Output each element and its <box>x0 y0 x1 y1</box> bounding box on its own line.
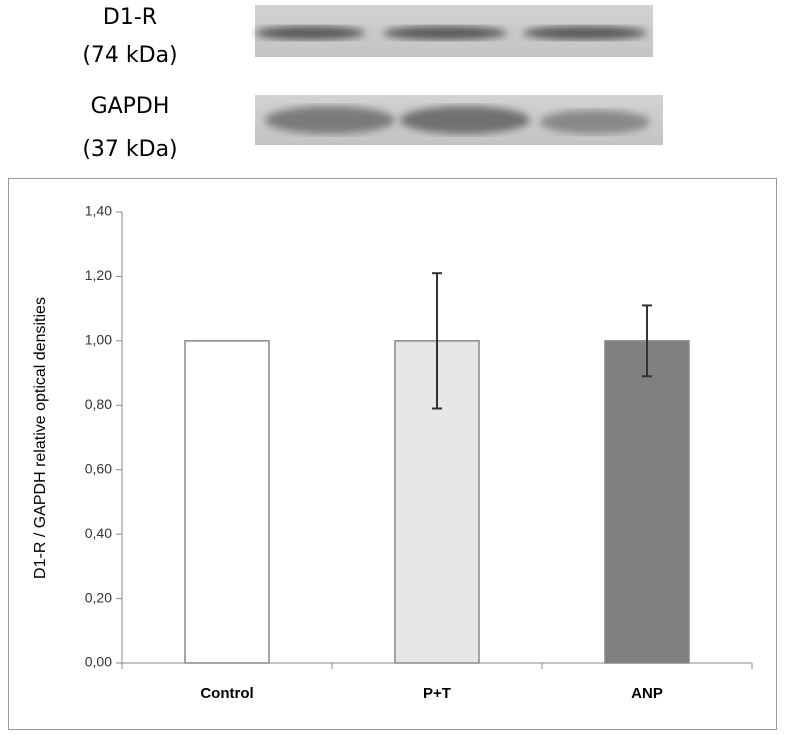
y-tick-label: 1,00 <box>85 332 112 348</box>
y-tick-label: 0,40 <box>85 525 112 541</box>
x-tick-label: ANP <box>631 685 663 702</box>
bar <box>184 340 270 664</box>
y-tick-label: 0,20 <box>85 589 112 605</box>
error-bar <box>432 272 442 410</box>
y-axis-label: D1-R / GAPDH relative optical densities <box>32 297 49 579</box>
blot-size: (37 kDa) <box>82 137 177 162</box>
blot-images <box>255 5 663 145</box>
y-tick-label: 1,20 <box>85 267 112 283</box>
blot-label: D1-R <box>103 5 157 30</box>
bar <box>604 340 690 664</box>
error-bar <box>642 304 652 378</box>
y-tick-label: 1,40 <box>85 203 112 219</box>
y-tick-label: 0,00 <box>85 654 112 670</box>
blot-label: GAPDH <box>91 94 170 119</box>
blot-size: (74 kDa) <box>82 43 177 68</box>
y-tick-label: 0,60 <box>85 460 112 476</box>
x-tick-label: P+T <box>423 685 451 702</box>
y-tick-label: 0,80 <box>85 396 112 412</box>
x-tick-label: Control <box>200 685 253 702</box>
